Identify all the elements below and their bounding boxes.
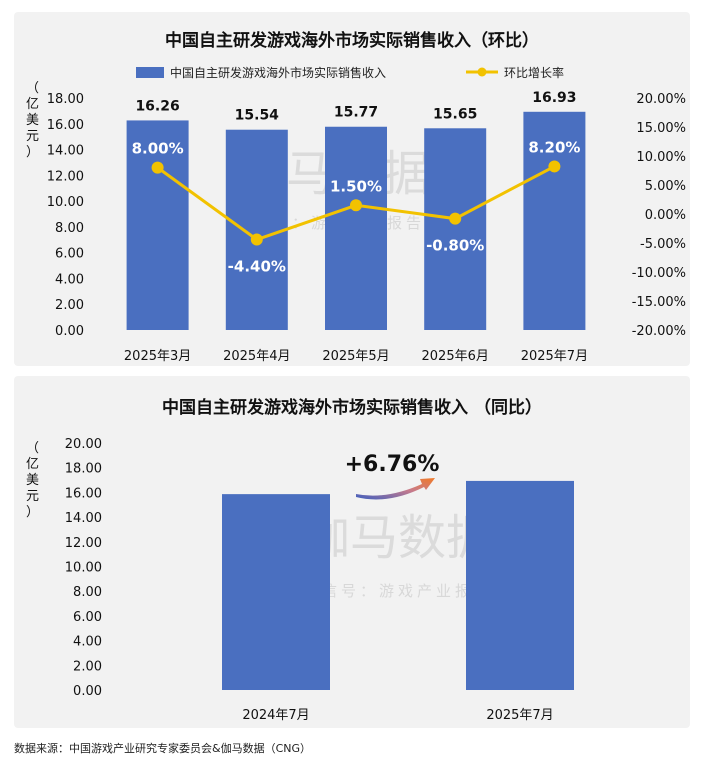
bar <box>225 129 288 330</box>
left-axis-ticks: 0.00 2.00 4.00 6.00 8.00 10.00 12.00 14.00 16.00… <box>47 92 84 339</box>
growth-point <box>548 160 561 173</box>
bar <box>523 111 586 331</box>
growth-rate-label: -0.80% <box>426 237 484 255</box>
growth-point <box>151 161 164 174</box>
right-tick-label: 5.00% <box>645 179 686 194</box>
left-tick-label: 2.00 <box>55 298 84 313</box>
legend-line-marker <box>477 67 487 77</box>
right-tick-label: 20.00% <box>636 92 686 107</box>
right-axis-ticks: -20.00% -15.00% -10.00% -5.00% 0.00% 5.00% 10.… <box>632 92 686 339</box>
yoy-growth-annotation: +6.76% <box>345 452 440 477</box>
bar-value-label: 15.54 <box>235 108 280 124</box>
x-tick-label: 2025年4月 <box>223 349 290 364</box>
mom-chart-panel: 中国自主研发游戏海外市场实际销售收入（环比） 中国自主研发游戏海外市场实际销售收… <box>14 12 690 366</box>
bar-value-label: 16.26 <box>135 98 179 114</box>
growth-rate-label: 1.50% <box>330 177 382 195</box>
bar <box>466 480 574 690</box>
watermark-sub: 微信号：游戏产业报告 <box>303 582 493 600</box>
yoy-axis-ticks: 0.00 2.00 4.00 6.00 8.00 10.00 12.00 14.00 16.00… <box>65 437 102 699</box>
tick-label: 0.00 <box>73 684 102 699</box>
bar <box>325 126 387 331</box>
bar-value-label: 15.77 <box>334 105 378 121</box>
mom-chart-title: 中国自主研发游戏海外市场实际销售收入（环比） <box>165 30 539 51</box>
tick-label: 16.00 <box>65 486 102 501</box>
left-tick-label: 14.00 <box>47 144 84 159</box>
bar <box>126 120 189 330</box>
bar <box>222 494 330 690</box>
left-tick-label: 12.00 <box>47 169 84 184</box>
right-tick-label: -10.00% <box>632 266 686 281</box>
tick-label: 18.00 <box>65 462 102 477</box>
tick-label: 4.00 <box>73 635 102 650</box>
bar-value-label: 15.65 <box>433 106 477 122</box>
yoy-chart-title: 中国自主研发游戏海外市场实际销售收入 （同比） <box>162 397 542 418</box>
legend-bar-label: 中国自主研发游戏海外市场实际销售收入 <box>170 65 386 80</box>
x-tick-label: 2025年7月 <box>486 708 553 723</box>
x-tick-label: 2025年6月 <box>422 349 489 364</box>
growth-point <box>350 199 362 212</box>
growth-point <box>250 233 263 246</box>
mom-bar-labels: 16.26 15.54 15.77 15.65 16.93 <box>135 90 576 124</box>
x-tick-label: 2025年5月 <box>322 349 389 364</box>
tick-label: 10.00 <box>65 561 102 576</box>
legend-line-label: 环比增长率 <box>504 65 564 80</box>
right-tick-label: -5.00% <box>640 237 686 252</box>
right-tick-label: 0.00% <box>645 208 686 223</box>
tick-label: 2.00 <box>73 659 102 674</box>
bar-value-label: 16.93 <box>532 90 576 106</box>
x-tick-label: 2025年7月 <box>521 349 588 364</box>
growth-rate-label: 8.20% <box>528 138 580 156</box>
mom-growth-line: 8.00% -4.40% 1.50% -0.80% 8.20% <box>132 138 581 275</box>
right-tick-label: 10.00% <box>636 150 686 165</box>
data-source-note: 数据来源：中国游戏产业研究专家委员会&伽马数据（CNG） <box>14 742 312 755</box>
growth-rate-label: -4.40% <box>228 258 286 276</box>
x-tick-label: 2025年3月 <box>124 349 191 364</box>
yoy-chart-panel: 中国自主研发游戏海外市场实际销售收入 （同比） 伽马数据 微信号：游戏产业报告 … <box>14 376 690 728</box>
bar <box>424 128 487 330</box>
left-tick-label: 6.00 <box>55 247 84 262</box>
left-tick-label: 0.00 <box>55 324 84 339</box>
left-tick-label: 18.00 <box>47 92 84 107</box>
right-tick-label: -15.00% <box>632 295 686 310</box>
legend-bar-swatch <box>136 67 164 78</box>
left-tick-label: 8.00 <box>55 221 84 236</box>
left-tick-label: 4.00 <box>55 272 84 287</box>
left-tick-label: 16.00 <box>47 118 84 133</box>
watermark-main: 伽马数据 <box>302 510 494 566</box>
yoy-x-labels: 2024年7月 2025年7月 <box>242 708 553 723</box>
mom-x-labels: 2025年3月 2025年4月 2025年5月 2025年6月 2025年7月 <box>124 349 588 364</box>
x-tick-label: 2024年7月 <box>242 708 309 723</box>
right-tick-label: 15.00% <box>636 121 686 136</box>
growth-point <box>449 212 462 225</box>
y-axis-unit-label: （亿美元） <box>26 81 39 160</box>
mom-bars <box>126 111 586 331</box>
y-axis-unit-label: （亿美元） <box>26 441 39 520</box>
mom-chart-svg: 中国自主研发游戏海外市场实际销售收入（环比） 中国自主研发游戏海外市场实际销售收… <box>26 30 686 364</box>
growth-arrow-icon <box>356 478 435 500</box>
tick-label: 14.00 <box>65 511 102 526</box>
tick-label: 12.00 <box>65 536 102 551</box>
mom-legend: 中国自主研发游戏海外市场实际销售收入 环比增长率 <box>136 65 564 80</box>
left-tick-label: 10.00 <box>47 195 84 210</box>
growth-rate-label: 8.00% <box>132 140 184 158</box>
right-tick-label: -20.00% <box>632 324 686 339</box>
yoy-chart-svg: 中国自主研发游戏海外市场实际销售收入 （同比） 伽马数据 微信号：游戏产业报告 … <box>26 397 574 723</box>
tick-label: 20.00 <box>65 437 102 452</box>
tick-label: 6.00 <box>73 610 102 625</box>
tick-label: 8.00 <box>73 585 102 600</box>
yoy-bars <box>222 480 574 690</box>
